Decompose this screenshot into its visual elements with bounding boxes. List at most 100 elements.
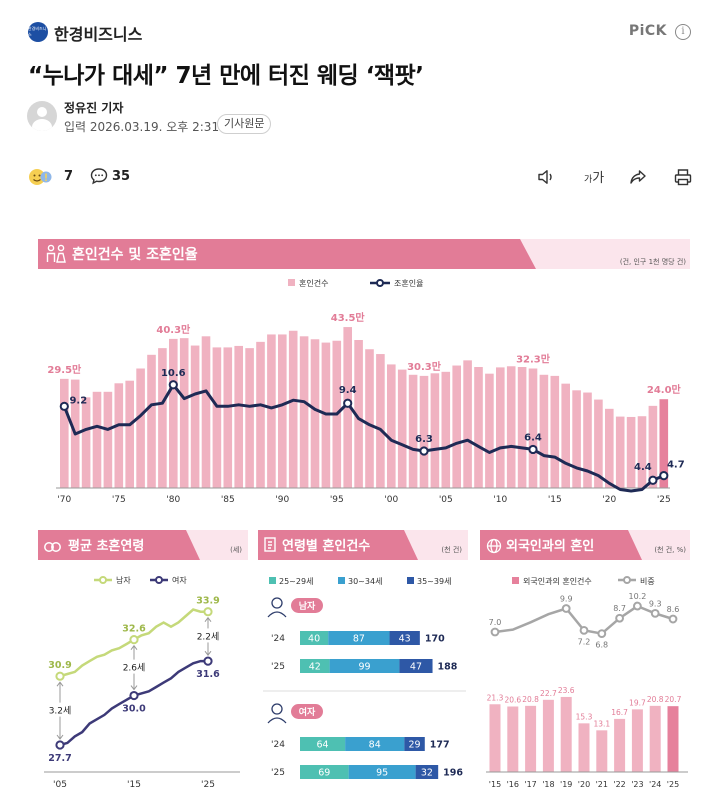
agegroup-legend-swatch-2 xyxy=(407,577,414,584)
brand-logo-text: 한경비즈니스 xyxy=(28,26,47,37)
x-tick-25: '25 xyxy=(657,495,671,505)
comment-icon[interactable] xyxy=(90,167,108,185)
agegroup-bar-value-1-0-0: 64 xyxy=(317,740,329,751)
age-female-value-2005: 27.7 xyxy=(48,753,71,764)
foreign-bar-2 xyxy=(525,705,537,772)
brand-name[interactable]: 한경비즈니스 xyxy=(54,25,143,44)
marriage-bar-1999 xyxy=(376,354,385,488)
x-tick-70: '70 xyxy=(57,495,71,505)
age-male-value-2005: 30.9 xyxy=(48,660,71,671)
info-icon[interactable]: i xyxy=(675,24,691,40)
pick-label[interactable]: PiCK xyxy=(628,23,667,39)
share-icon[interactable] xyxy=(628,167,648,187)
agegroup-badge-label-1: 여자 xyxy=(299,706,316,718)
foreign-bar-value-8: 19.7 xyxy=(629,698,646,707)
marriage-bar-1984 xyxy=(212,347,222,488)
original-article-button[interactable]: 기사원문 xyxy=(217,114,272,134)
foreign-share-value-4: 9.9 xyxy=(560,595,573,604)
age-gap-label-bg-2025 xyxy=(190,628,226,643)
age-male-value-2025: 33.9 xyxy=(196,596,219,607)
x-tick-90: '90 xyxy=(275,495,289,505)
age-male-marker-2015 xyxy=(129,635,139,645)
font-size-icon[interactable]: 가가 xyxy=(584,171,605,186)
foreign-x-tick-7: '22 xyxy=(613,780,625,789)
marriage-bar-1985 xyxy=(223,347,233,488)
print-icon[interactable] xyxy=(673,167,693,187)
site-header: 한경비즈니스 한경비즈니스 PiCK i xyxy=(28,20,693,44)
font-size-label: 가 xyxy=(592,171,605,186)
age-female-marker-2025 xyxy=(203,656,213,666)
agegroup-chart-title: 연령별 혼인건수 xyxy=(282,538,370,554)
age-x-tick-2025: '25 xyxy=(201,780,215,790)
marriage-bar-2003 xyxy=(419,375,429,488)
agegroup-legend: 25~29세 30~34세 35~39세 xyxy=(269,577,451,586)
agegroup-bar-value-1-1-1: 95 xyxy=(376,768,388,779)
female-person-icon xyxy=(267,703,287,724)
x-tick-15: '15 xyxy=(548,495,562,505)
marriage-bar-1975 xyxy=(114,383,124,488)
age-female-marker-2015 xyxy=(129,690,139,701)
agegroup-bar-1-1-2 xyxy=(415,765,439,779)
marriage-bar-2002 xyxy=(408,374,418,488)
agegroup-bar-1-0-2 xyxy=(404,737,425,751)
age-gap-label-2015: 2.6세 xyxy=(123,663,146,674)
foreign-share-value-6: 6.8 xyxy=(595,641,608,650)
foreign-legend-count-label: 외국인과의 혼인건수 xyxy=(523,576,592,586)
foreign-share-value-5: 7.2 xyxy=(578,637,591,646)
foreign-bar-value-1: 20.6 xyxy=(504,695,521,704)
foreign-bar-value-6: 13.1 xyxy=(593,719,610,728)
marriage-bar-1998 xyxy=(365,349,374,488)
agegroup-bar-0-0-0 xyxy=(300,631,329,645)
age-female-value-2025: 31.6 xyxy=(196,669,220,680)
foreign-bar-value-2: 20.8 xyxy=(522,695,539,704)
infographic: 혼인건수 및 조혼인율 (건, 인구 1천 명당 건) 혼인건수 조혼인율 9.… xyxy=(38,239,690,790)
foreign-legend-share-label: 비중 xyxy=(640,577,655,586)
reaction-emoji-icon[interactable] xyxy=(28,166,52,188)
foreign-share-value-8: 10.2 xyxy=(628,592,646,601)
agegroup-bar-0-0-2 xyxy=(389,631,420,645)
marriage-bar-2012 xyxy=(517,367,527,488)
foreign-bar-value-9: 20.8 xyxy=(647,695,664,704)
foreign-x-tick-6: '21 xyxy=(596,780,608,789)
marriage-bar-1991 xyxy=(288,330,298,488)
rate-label-1996: 9.4 xyxy=(339,385,357,396)
rate-label-1970: 9.2 xyxy=(69,395,87,406)
agegroup-legend-label-0: 25~29세 xyxy=(279,577,313,586)
foreign-share-marker-8 xyxy=(633,601,642,611)
agegroup-stacked-bars: 남자 '24 40 87 43 170 '25 42 99 47 188 여자 '24 64 84 29 177… xyxy=(263,597,466,779)
x-tick-00: '00 xyxy=(384,495,398,505)
count-label-2013: 32.3만 xyxy=(516,352,551,365)
author-name[interactable]: 정유진 기자 xyxy=(64,101,124,115)
marriage-bar-1988 xyxy=(256,341,265,488)
foreign-bar-10 xyxy=(667,706,679,772)
x-tick-75: '75 xyxy=(112,495,126,505)
speaker-icon[interactable] xyxy=(536,167,556,187)
rate-marker-1980 xyxy=(168,380,178,390)
marriage-bar-1989 xyxy=(267,334,276,488)
marriage-bar-2001 xyxy=(397,369,407,488)
rate-label-2024: 4.4 xyxy=(634,462,652,473)
marriage-bar-2013 xyxy=(528,368,538,488)
main-markers xyxy=(59,380,669,485)
foreign-chart-header-band xyxy=(480,530,642,560)
brand-logo[interactable]: 한경비즈니스 xyxy=(28,22,48,42)
agegroup-bar-value-0-1-0: 42 xyxy=(309,662,321,673)
rate-label-2013: 6.4 xyxy=(524,432,542,443)
marriage-bar-2023 xyxy=(637,416,647,488)
foreign-bar-value-7: 16.7 xyxy=(611,708,628,717)
age-female-marker-2005 xyxy=(55,740,65,750)
marriage-bar-2004 xyxy=(430,373,440,488)
foreign-x-tick-1: '16 xyxy=(507,780,519,789)
foreign-legend-share-marker xyxy=(623,576,631,584)
article-title: “누나가 대세” 7년 만에 터진 웨딩 ‘잭팟’ xyxy=(28,63,424,89)
marriage-bar-2019 xyxy=(594,399,603,488)
agegroup-legend-swatch-1 xyxy=(338,577,345,584)
foreign-bar-9 xyxy=(649,705,661,772)
foreign-legend-count-swatch xyxy=(512,577,519,584)
agegroup-year-1-1: '25 xyxy=(271,768,285,778)
rate-marker-2003 xyxy=(419,446,429,456)
marriage-bar-2024 xyxy=(648,405,658,488)
x-tick-80: '80 xyxy=(166,495,180,505)
foreign-x-tick-0: '15 xyxy=(489,780,501,789)
agegroup-total-0-1: 188 xyxy=(438,662,458,673)
